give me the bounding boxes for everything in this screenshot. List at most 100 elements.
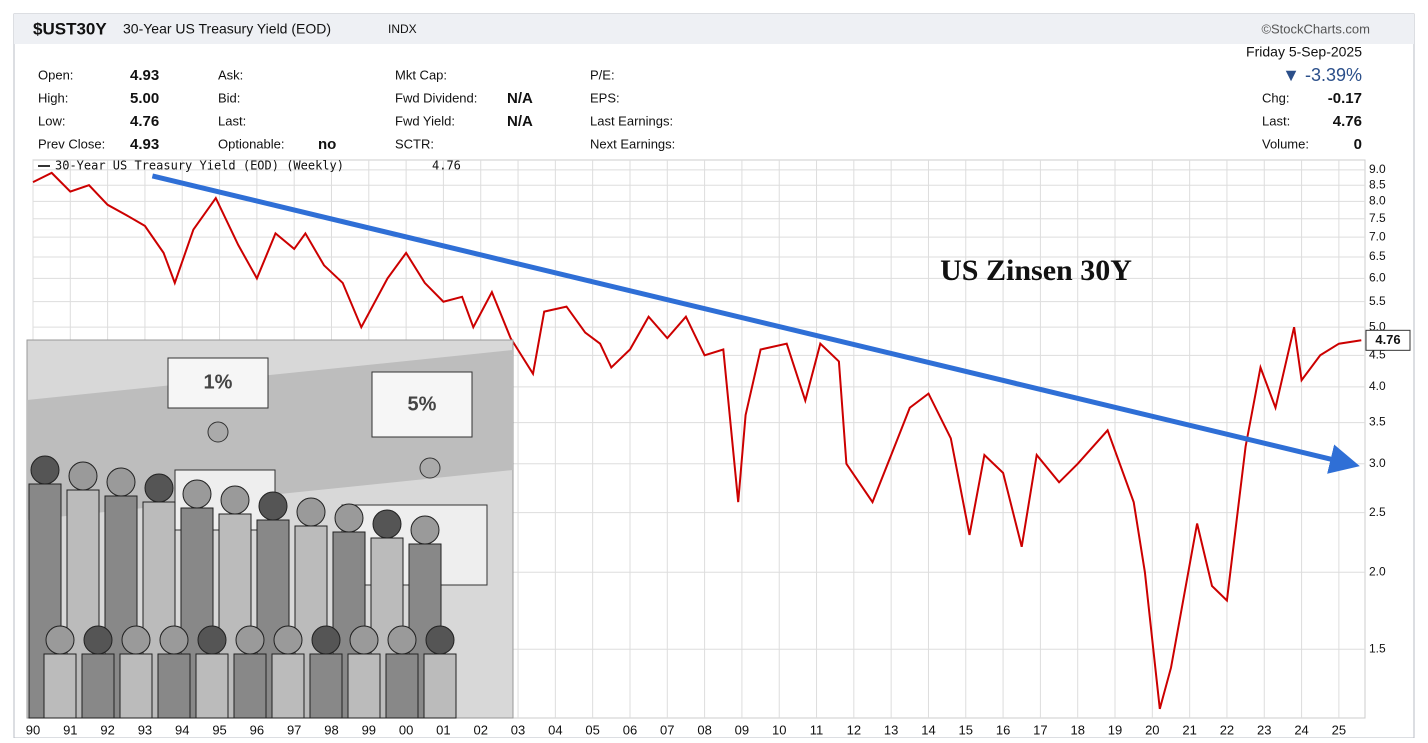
x-tick-label: 25 [1332, 722, 1346, 737]
field-label: Fwd Yield: [395, 113, 455, 128]
person-head [274, 626, 302, 654]
x-tick-label: 15 [959, 722, 973, 737]
x-tick-label: 93 [138, 722, 152, 737]
person-body [44, 654, 76, 718]
person-head [84, 626, 112, 654]
person-head [183, 480, 211, 508]
field-value: 4.93 [130, 67, 159, 84]
x-tick-label: 94 [175, 722, 189, 737]
person-head [312, 626, 340, 654]
field-label: Ask: [218, 67, 243, 82]
x-tick-label: 16 [996, 722, 1010, 737]
field-label: Chg: [1262, 90, 1289, 105]
y-tick-label: 6.0 [1369, 271, 1386, 285]
x-tick-label: 09 [735, 722, 749, 737]
sign-label: 1% [204, 371, 233, 393]
person-body [310, 654, 342, 718]
y-tick-label: 7.5 [1369, 211, 1386, 225]
y-tick-label: 4.0 [1369, 379, 1386, 393]
annotation: US Zinsen 30Y [940, 254, 1132, 287]
person-head [107, 468, 135, 496]
field-label: P/E: [590, 67, 615, 82]
x-tick-label: 12 [847, 722, 861, 737]
x-tick-label: 24 [1294, 722, 1308, 737]
person-body [82, 654, 114, 718]
person-body [196, 654, 228, 718]
person-head [411, 516, 439, 544]
x-tick-label: 95 [212, 722, 226, 737]
x-tick-label: 05 [585, 722, 599, 737]
x-tick-label: 21 [1182, 722, 1196, 737]
y-tick-label: 8.0 [1369, 194, 1386, 208]
field-value: no [318, 136, 336, 153]
security-name: 30-Year US Treasury Yield (EOD) [123, 21, 331, 37]
y-tick-label: 5.5 [1369, 294, 1386, 308]
field-label: SCTR: [395, 136, 434, 151]
field-label: Low: [38, 113, 65, 128]
x-tick-label: 18 [1070, 722, 1084, 737]
field-value: 4.93 [130, 136, 159, 153]
x-tick-label: 06 [623, 722, 637, 737]
page: $UST30Y 30-Year US Treasury Yield (EOD) … [0, 0, 1428, 738]
field-value: N/A [507, 113, 533, 130]
field-label: Last: [218, 113, 246, 128]
field-label: Bid: [218, 90, 240, 105]
y-tick-label: 3.5 [1369, 415, 1386, 429]
x-tick-label: 03 [511, 722, 525, 737]
x-tick-label: 17 [1033, 722, 1047, 737]
person [208, 422, 228, 442]
field-label: Last: [1262, 113, 1290, 128]
legend-label: 30-Year US Treasury Yield (EOD) (Weekly) [55, 159, 344, 173]
field-label: Prev Close: [38, 136, 105, 151]
x-tick-label: 00 [399, 722, 413, 737]
x-tick-label: 02 [473, 722, 487, 737]
y-tick-label: 7.0 [1369, 229, 1386, 243]
x-tick-label: 11 [810, 722, 824, 737]
field-value: 4.76 [130, 113, 159, 130]
field-value: 0 [1354, 136, 1362, 153]
x-tick-label: 08 [697, 722, 711, 737]
ticker: $UST30Y [33, 19, 107, 38]
person [420, 458, 440, 478]
x-tick-label: 23 [1257, 722, 1271, 737]
person-head [335, 504, 363, 532]
x-tick-label: 97 [287, 722, 301, 737]
x-tick-label: 22 [1220, 722, 1234, 737]
field-label: High: [38, 90, 68, 105]
x-tick-label: 90 [26, 722, 40, 737]
change-pct: ▼ -3.39% [1282, 65, 1362, 85]
field-label: Open: [38, 67, 73, 82]
person-head [69, 462, 97, 490]
field-value: -0.17 [1328, 90, 1362, 107]
x-tick-label: 10 [772, 722, 786, 737]
field-value: N/A [507, 90, 533, 107]
person-body [348, 654, 380, 718]
y-tick-label: 9.0 [1369, 162, 1386, 176]
person-body [272, 654, 304, 718]
x-tick-label: 14 [921, 722, 935, 737]
person-head [160, 626, 188, 654]
person-head [31, 456, 59, 484]
person-head [221, 486, 249, 514]
field-value: 4.76 [1333, 113, 1362, 130]
date: Friday 5-Sep-2025 [1246, 44, 1362, 60]
person-body [386, 654, 418, 718]
person-head [145, 474, 173, 502]
field-label: Last Earnings: [590, 113, 673, 128]
y-tick-label: 2.5 [1369, 505, 1386, 519]
x-tick-label: 96 [250, 722, 264, 737]
field-label: Mkt Cap: [395, 67, 447, 82]
sign-label: 5% [408, 393, 437, 415]
y-tick-label: 1.5 [1369, 641, 1386, 655]
y-tick-label: 8.5 [1369, 177, 1386, 191]
field-label: Fwd Dividend: [395, 90, 477, 105]
x-tick-label: 01 [436, 722, 450, 737]
person-head [122, 626, 150, 654]
y-tick-label: 6.5 [1369, 249, 1386, 263]
x-tick-label: 98 [324, 722, 338, 737]
chart: $UST30Y 30-Year US Treasury Yield (EOD) … [0, 0, 1428, 738]
person-head [198, 626, 226, 654]
inset-image: 1% 5% [27, 340, 513, 718]
person-head [350, 626, 378, 654]
x-tick-label: 99 [362, 722, 376, 737]
